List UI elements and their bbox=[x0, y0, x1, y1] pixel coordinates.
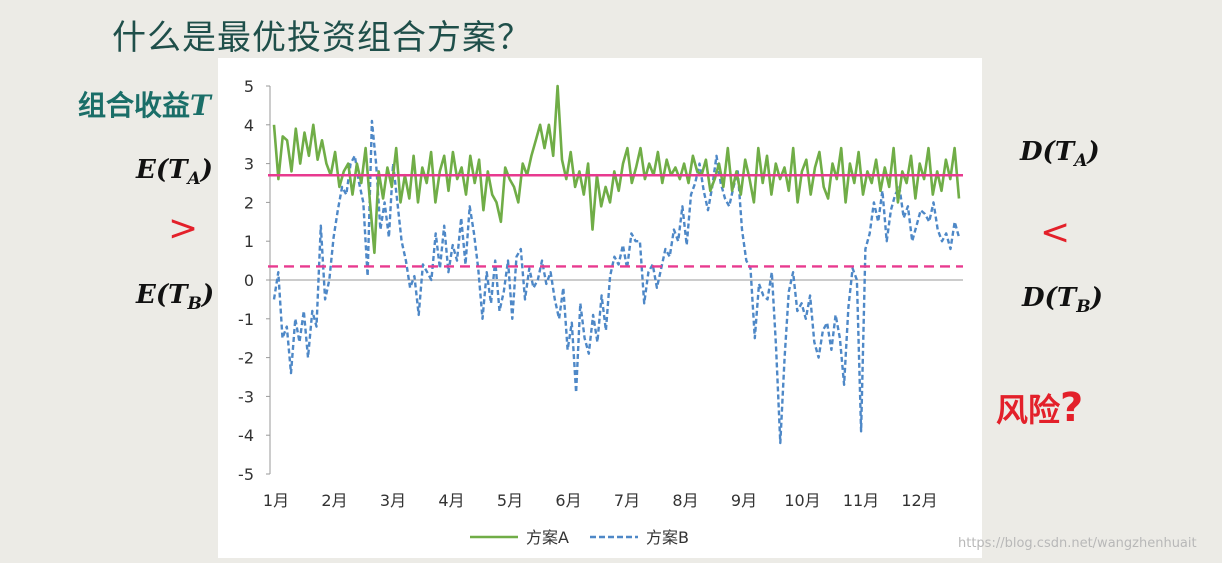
series-b-line bbox=[272, 119, 961, 445]
variance-b-sub: B bbox=[1076, 297, 1091, 317]
portfolio-return-symbol: T bbox=[190, 89, 211, 122]
y-tick-label: -4 bbox=[238, 426, 254, 445]
risk-text: 风险 bbox=[996, 391, 1061, 429]
variance-a-close: ) bbox=[1087, 137, 1100, 167]
axes-layer: 5 4 3 2 1 0 -1 -2 -3 -4 -5 1月 2月 3月 4月 5月 6月 7月 8月 9月 10月 11月… bbox=[238, 77, 963, 510]
x-tick-label: 8月 bbox=[672, 491, 698, 510]
variance-a-sub: A bbox=[1074, 151, 1088, 171]
x-tick-label: 2月 bbox=[321, 491, 347, 510]
y-tick-label: -2 bbox=[238, 349, 254, 368]
portfolio-return-text: 组合收益 bbox=[78, 89, 191, 122]
mean-layer bbox=[268, 174, 963, 268]
portfolio-return-label: 组合收益T bbox=[78, 84, 211, 124]
x-tick-label: 10月 bbox=[784, 491, 820, 510]
expected-return-b-sub: B bbox=[187, 294, 202, 314]
series-layer bbox=[272, 84, 961, 445]
legend-layer: 方案A 方案B bbox=[470, 528, 689, 547]
x-tick-label: 3月 bbox=[380, 491, 406, 510]
legend-label-a: 方案A bbox=[526, 528, 569, 547]
greater-than-sign: > bbox=[168, 208, 199, 249]
y-tick-label: -3 bbox=[238, 387, 254, 406]
expected-return-b: E(TB) bbox=[136, 280, 214, 314]
expected-return-a-sub: A bbox=[187, 169, 201, 189]
variance-b-main: D(T bbox=[1022, 283, 1077, 313]
variance-b: D(TB) bbox=[1022, 283, 1103, 317]
series-a-line bbox=[272, 84, 961, 255]
y-tick-label: -1 bbox=[238, 310, 254, 329]
legend-label-b: 方案B bbox=[646, 528, 689, 547]
variance-b-close: ) bbox=[1090, 283, 1103, 313]
expected-return-a-main: E(T bbox=[136, 155, 188, 185]
expected-return-b-main: E(T bbox=[136, 280, 188, 310]
y-tick-label: 3 bbox=[244, 155, 254, 174]
x-tick-label: 7月 bbox=[614, 491, 640, 510]
expected-return-a-close: ) bbox=[200, 155, 213, 185]
expected-return-b-close: ) bbox=[201, 280, 215, 310]
y-tick-label: 0 bbox=[244, 271, 254, 290]
y-tick-label: 5 bbox=[244, 77, 254, 96]
y-tick-label: 1 bbox=[244, 232, 254, 251]
expected-return-a: E(TA) bbox=[136, 155, 213, 189]
x-tick-label: 4月 bbox=[438, 491, 464, 510]
page-title: 什么是最优投资组合方案？ bbox=[112, 18, 532, 58]
risk-label: 风险? bbox=[996, 385, 1083, 431]
y-tick-label: 4 bbox=[244, 116, 254, 135]
line-chart: 5 4 3 2 1 0 -1 -2 -3 -4 -5 1月 2月 3月 4月 5月 6月 7月 8月 9月 10月 11月… bbox=[238, 77, 963, 547]
variance-a-main: D(T bbox=[1020, 137, 1075, 167]
x-tick-label: 11月 bbox=[843, 491, 879, 510]
y-tick-label: 2 bbox=[244, 193, 254, 212]
x-tick-label: 5月 bbox=[497, 491, 523, 510]
risk-question-mark: ? bbox=[1060, 385, 1084, 431]
x-tick-label: 9月 bbox=[731, 491, 757, 510]
less-than-sign: < bbox=[1040, 212, 1071, 253]
chart-container: 5 4 3 2 1 0 -1 -2 -3 -4 -5 1月 2月 3月 4月 5月 6月 7月 8月 9月 10月 11月… bbox=[218, 58, 982, 558]
y-tick-label: -5 bbox=[238, 465, 254, 484]
x-tick-label: 1月 bbox=[263, 491, 289, 510]
x-tick-label: 12月 bbox=[901, 491, 937, 510]
variance-a: D(TA) bbox=[1020, 137, 1100, 171]
watermark: https://blog.csdn.net/wangzhenhuait bbox=[958, 536, 1197, 551]
x-tick-label: 6月 bbox=[555, 491, 581, 510]
